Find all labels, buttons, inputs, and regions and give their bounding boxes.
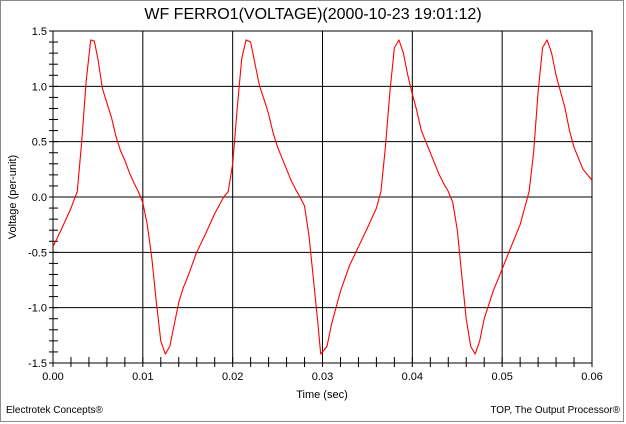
y-axis-title: Voltage (per-unit) — [7, 155, 19, 239]
footer-left-text: Electrotek Concepts® — [6, 405, 103, 416]
x-tick-labels: 0.00 0.01 0.02 0.03 0.04 0.05 0.06 — [42, 371, 602, 383]
chart-title: WF FERRO1(VOLTAGE)(2000-10-23 19:01:12) — [144, 6, 482, 23]
y-tick-label: 1.5 — [32, 26, 47, 38]
x-tick-label: 0.05 — [491, 371, 512, 383]
y-tick-label: -0.5 — [28, 247, 47, 259]
y-tick-label: 0.0 — [32, 192, 47, 204]
footer-right-text: TOP, The Output Processor® — [490, 405, 620, 416]
x-tick-label: 0.00 — [42, 371, 63, 383]
x-tick-label: 0.02 — [222, 371, 243, 383]
y-tick-label: -1.5 — [28, 358, 47, 370]
y-tick-label: 0.5 — [32, 137, 47, 149]
minor-ticks — [49, 30, 593, 367]
voltage-series-line — [52, 39, 593, 355]
x-tick-label: 0.03 — [312, 371, 333, 383]
grid-lines — [53, 31, 592, 363]
x-axis-title: Time (sec) — [296, 389, 348, 401]
y-tick-labels: 1.5 1.0 0.5 0.0 -0.5 -1.0 -1.5 — [28, 26, 47, 370]
x-tick-label: 0.04 — [402, 371, 423, 383]
y-tick-label: 1.0 — [32, 81, 47, 93]
x-tick-label: 0.01 — [132, 371, 153, 383]
series-group — [52, 39, 593, 355]
y-tick-label: -1.0 — [28, 303, 47, 315]
x-tick-label: 0.06 — [581, 371, 602, 383]
